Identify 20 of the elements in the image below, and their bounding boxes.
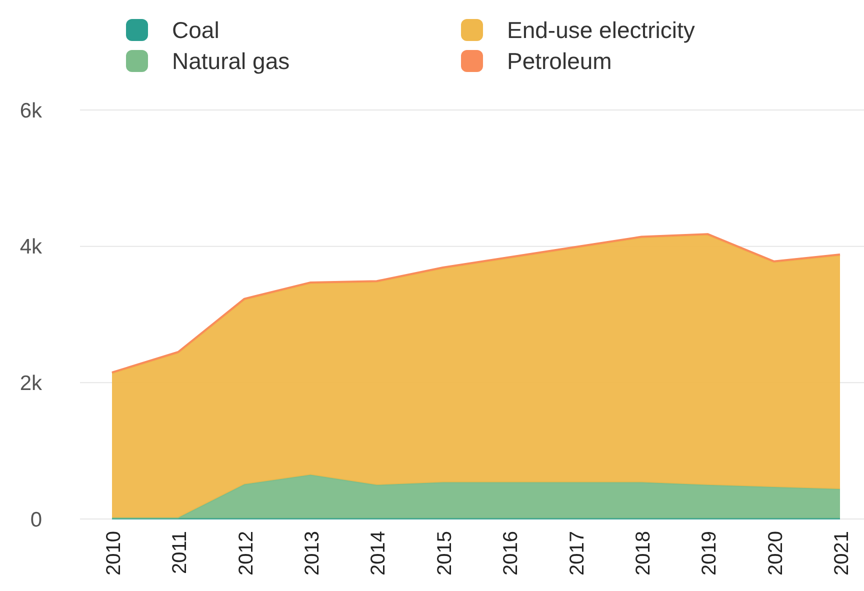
x-tick-label: 2013 xyxy=(302,531,324,576)
legend-label: Coal xyxy=(172,17,220,44)
x-tick-label: 2012 xyxy=(235,531,258,576)
x-tick-label: 2010 xyxy=(103,531,125,576)
x-tick-label: 2020 xyxy=(764,531,787,576)
x-tick-label: 2014 xyxy=(368,531,390,576)
x-tick-label: 2018 xyxy=(632,531,654,576)
x-tick-label: 2021 xyxy=(831,531,853,576)
legend-label: Natural gas xyxy=(172,48,290,74)
y-tick-label: 0 xyxy=(30,508,42,532)
x-tick-label: 2016 xyxy=(500,531,522,576)
y-tick-label: 2k xyxy=(20,372,42,396)
x-tick-label: 2019 xyxy=(698,531,721,576)
y-tick-label: 4k xyxy=(20,236,42,259)
x-tick-label: 2017 xyxy=(566,531,588,576)
legend-label: End-use electricity xyxy=(507,17,696,44)
y-tick-label: 6k xyxy=(20,99,42,122)
x-tick-label: 2011 xyxy=(169,531,192,574)
x-tick-label: 2015 xyxy=(434,531,456,576)
legend-label: Petroleum xyxy=(507,48,612,74)
